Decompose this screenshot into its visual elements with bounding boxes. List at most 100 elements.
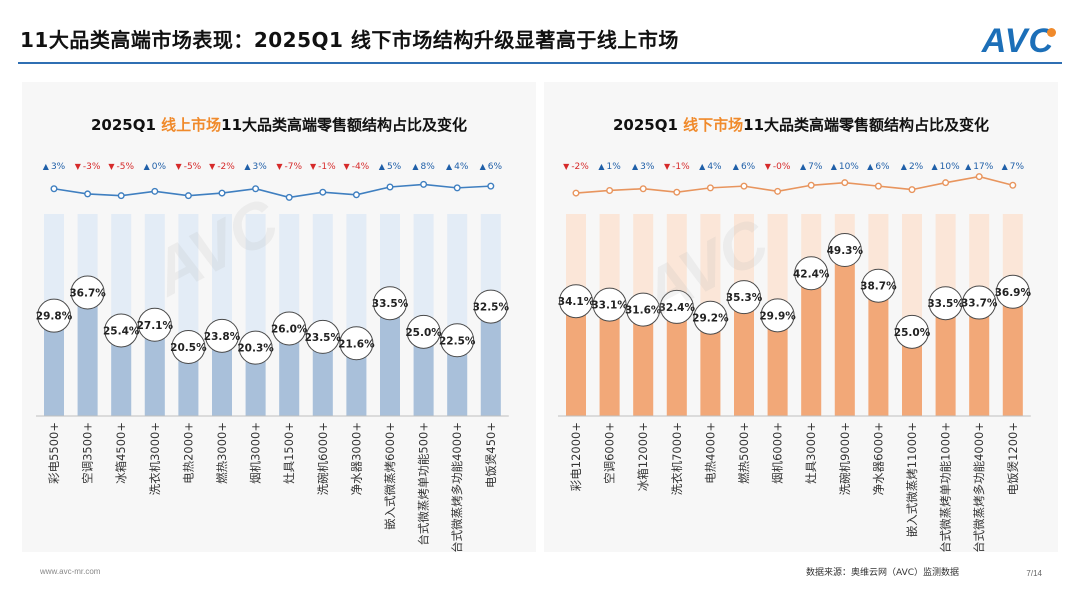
up-arrow-icon: ▲	[831, 162, 838, 171]
bar-2	[111, 330, 132, 416]
category-label-1: 空调6000+	[603, 422, 617, 484]
category-label-11: 台式微蒸烤单功能1000+	[939, 422, 953, 552]
change-label-0: ▼ -2%	[563, 162, 589, 172]
change-marker-4	[184, 192, 192, 200]
value-label-6: 29.9%	[759, 310, 796, 322]
change-marker-10	[386, 183, 394, 191]
value-label-3: 32.4%	[659, 302, 696, 314]
value-label-9: 38.7%	[860, 281, 897, 293]
change-marker-8	[841, 179, 849, 187]
bar-4	[178, 346, 199, 416]
category-label-2: 冰箱12000+	[636, 422, 650, 491]
value-label-11: 25.0%	[405, 327, 442, 339]
bar-4	[700, 317, 721, 416]
up-arrow-icon: ▲	[480, 162, 487, 171]
change-value: 0%	[152, 162, 167, 172]
category-label-1: 空调3500+	[81, 422, 95, 484]
down-arrow-icon: ▼	[209, 162, 216, 171]
change-marker-12	[453, 184, 461, 192]
change-marker-2	[117, 192, 125, 200]
up-arrow-icon: ▲	[800, 162, 807, 171]
up-arrow-icon: ▲	[379, 162, 386, 171]
change-label-0: ▲ 3%	[43, 162, 66, 172]
category-label-6: 烟机6000+	[771, 422, 785, 484]
change-label-8: ▼ -1%	[310, 162, 336, 172]
bar-1	[77, 292, 98, 416]
up-arrow-icon: ▲	[699, 162, 706, 171]
category-label-4: 电热4000+	[703, 422, 717, 484]
bar-8	[834, 250, 855, 416]
value-label-circle	[37, 298, 71, 333]
change-label-3: ▼ -1%	[664, 162, 690, 172]
bar-1	[599, 304, 620, 416]
value-label-1: 36.7%	[69, 287, 106, 299]
bar-0	[44, 315, 64, 416]
change-label-8: ▲ 10%	[831, 162, 860, 172]
change-value: -2%	[217, 162, 235, 172]
change-value: 6%	[741, 162, 756, 172]
category-label-3: 洗衣机3000+	[148, 422, 162, 495]
value-label-circle	[659, 289, 694, 324]
change-marker-11	[420, 180, 428, 188]
value-label-circle	[559, 284, 593, 319]
value-label-12: 22.5%	[439, 335, 476, 347]
chart-title-prefix: 2025Q1	[613, 116, 683, 134]
change-marker-9	[874, 182, 882, 190]
bar-3	[666, 306, 687, 416]
value-label-10: 25.0%	[894, 327, 931, 339]
up-arrow-icon: ▲	[965, 162, 972, 171]
value-label-circle	[238, 330, 273, 365]
value-label-4: 20.5%	[170, 342, 207, 354]
value-label-8: 49.3%	[827, 245, 864, 257]
change-label-4: ▼ -5%	[176, 162, 202, 172]
value-label-7: 42.4%	[793, 268, 830, 280]
down-arrow-icon: ▼	[75, 162, 82, 171]
chart-title: 2025Q1 线下市场11大品类高端零售额结构占比及变化	[613, 116, 989, 134]
value-label-0: 34.1%	[558, 296, 595, 308]
value-label-circle	[473, 289, 508, 324]
offline-market-chart: 2025Q1 线下市场11大品类高端零售额结构占比及变化 34.1%33.1%31…	[558, 116, 1032, 552]
category-label-13: 电饭煲450+	[484, 422, 498, 488]
bar-13	[1002, 291, 1023, 416]
bar-9	[346, 343, 367, 416]
value-label-5: 23.8%	[204, 331, 241, 343]
bar-8	[312, 336, 333, 416]
value-label-6: 20.3%	[237, 343, 274, 355]
category-label-10: 嵌入式微蒸烤6000+	[383, 422, 397, 530]
bar-0	[566, 301, 586, 416]
bar-13	[480, 306, 501, 416]
change-marker-0	[50, 185, 58, 193]
change-label-6: ▲ 3%	[244, 162, 267, 172]
footer-website[interactable]: www.avc-mr.com	[40, 567, 101, 576]
value-label-5: 35.3%	[726, 292, 763, 304]
change-value: 6%	[875, 162, 890, 172]
down-arrow-icon: ▼	[108, 162, 115, 171]
change-label-2: ▲ 3%	[632, 162, 655, 172]
category-label-7: 灶具1500+	[282, 422, 296, 484]
change-label-7: ▲ 7%	[800, 162, 823, 172]
change-label-13: ▲ 7%	[1002, 162, 1025, 172]
change-value: 5%	[387, 162, 402, 172]
value-label-circle	[895, 314, 929, 349]
up-arrow-icon: ▲	[244, 162, 251, 171]
value-label-12: 33.7%	[961, 298, 998, 310]
change-label-1: ▲ 1%	[598, 162, 621, 172]
change-marker-8	[319, 188, 327, 196]
value-label-circle	[205, 318, 239, 353]
change-marker-5	[218, 189, 226, 197]
change-marker-3	[151, 187, 159, 195]
category-label-9: 净水器3000+	[349, 422, 363, 495]
value-label-2: 25.4%	[103, 325, 140, 337]
value-label-circle	[928, 286, 963, 321]
change-label-1: ▼ -3%	[75, 162, 101, 172]
value-label-2: 31.6%	[625, 305, 662, 317]
value-label-circle	[995, 274, 1030, 309]
chart-title-prefix: 2025Q1	[91, 116, 161, 134]
change-marker-10	[908, 186, 916, 194]
change-marker-1	[606, 186, 614, 194]
value-label-3: 27.1%	[137, 320, 174, 332]
value-label-circle	[104, 313, 139, 348]
down-arrow-icon: ▼	[344, 162, 351, 171]
value-label-13: 36.9%	[995, 287, 1032, 299]
change-marker-5	[740, 182, 748, 190]
